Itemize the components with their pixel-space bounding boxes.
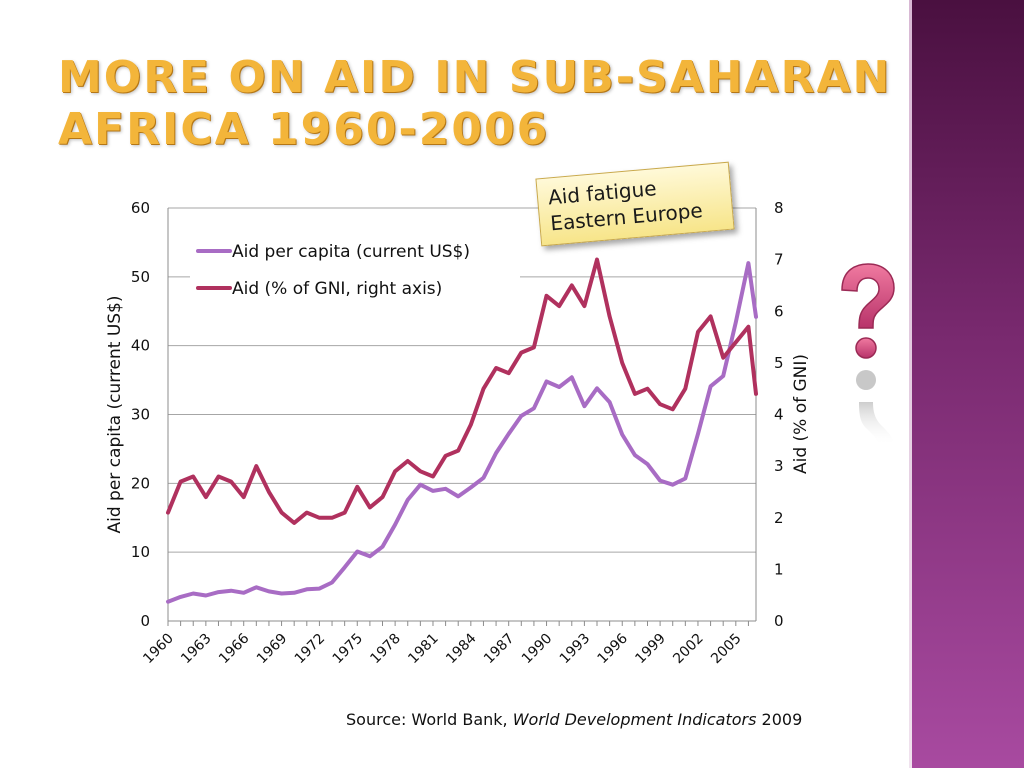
source-year: 2009 xyxy=(756,710,803,729)
y-tick-label-left: 40 xyxy=(131,337,150,355)
y-tick-label-right: 8 xyxy=(774,199,784,217)
x-tick-label: 1990 xyxy=(519,631,556,668)
x-tick-label: 1966 xyxy=(216,630,253,667)
x-tick-label: 2005 xyxy=(708,631,745,668)
y-tick-label-right: 2 xyxy=(774,509,784,527)
source-prefix: Source: World Bank, xyxy=(346,710,513,729)
source-note: Source: World Bank, World Development In… xyxy=(346,710,802,729)
x-tick-label: 1969 xyxy=(254,631,291,668)
legend-label-1: Aid per capita (current US$) xyxy=(232,242,470,262)
x-tick-label: 1963 xyxy=(178,631,215,668)
y-tick-label-right: 0 xyxy=(774,612,784,630)
slide-title-line-1: More on Aid in Sub-Saharan xyxy=(58,52,892,103)
x-tick-label: 1984 xyxy=(443,630,480,667)
series-line-2 xyxy=(166,257,758,525)
chart-legend: Aid per capita (current US$) Aid (% of GN… xyxy=(190,234,520,306)
decorative-side-band xyxy=(912,0,1024,768)
x-tick-label: 1987 xyxy=(481,631,518,668)
y-tick-label-left: 0 xyxy=(140,612,150,630)
x-tick-label: 2002 xyxy=(670,631,707,668)
legend-background xyxy=(190,234,520,306)
chart-series-lines xyxy=(166,257,758,604)
y-tick-label-right: 7 xyxy=(774,251,784,269)
chart-axes xyxy=(167,208,757,626)
y-tick-label-right: 5 xyxy=(774,354,784,372)
question-mark-icon xyxy=(841,263,895,446)
y-axis-title-right: Aid (% of GNI) xyxy=(791,354,811,474)
x-tick-label: 1978 xyxy=(367,631,404,668)
x-tick-label: 1975 xyxy=(330,631,367,668)
y-tick-label-left: 30 xyxy=(131,406,150,424)
y-tick-label-left: 20 xyxy=(131,474,150,492)
y-tick-label-left: 50 xyxy=(131,268,150,286)
x-tick-label: 1972 xyxy=(292,631,329,668)
slide-title: More on Aid in Sub-Saharan Africa 1960-2… xyxy=(58,52,892,156)
y-axis-title-left: Aid per capita (current US$) xyxy=(105,296,125,534)
side-band-edge xyxy=(909,0,912,768)
x-tick-label: 1981 xyxy=(405,631,442,668)
x-tick-label: 1996 xyxy=(595,630,632,667)
series-line-1 xyxy=(166,261,758,604)
y-tick-label-right: 1 xyxy=(774,560,784,578)
y-tick-label-left: 10 xyxy=(131,543,150,561)
y-tick-label-right: 6 xyxy=(774,302,784,320)
legend-label-2: Aid (% of GNI, right axis) xyxy=(232,279,442,299)
x-tick-label: 1960 xyxy=(140,631,177,668)
source-publication: World Development Indicators xyxy=(512,710,757,729)
x-tick-label: 1993 xyxy=(557,631,594,668)
y-tick-label-left: 60 xyxy=(131,199,150,217)
y-tick-label-right: 3 xyxy=(774,457,784,475)
x-tick-label: 1999 xyxy=(632,631,669,668)
y-tick-label-right: 4 xyxy=(774,406,784,424)
slide-title-line-2: Africa 1960-2006 xyxy=(58,104,550,155)
